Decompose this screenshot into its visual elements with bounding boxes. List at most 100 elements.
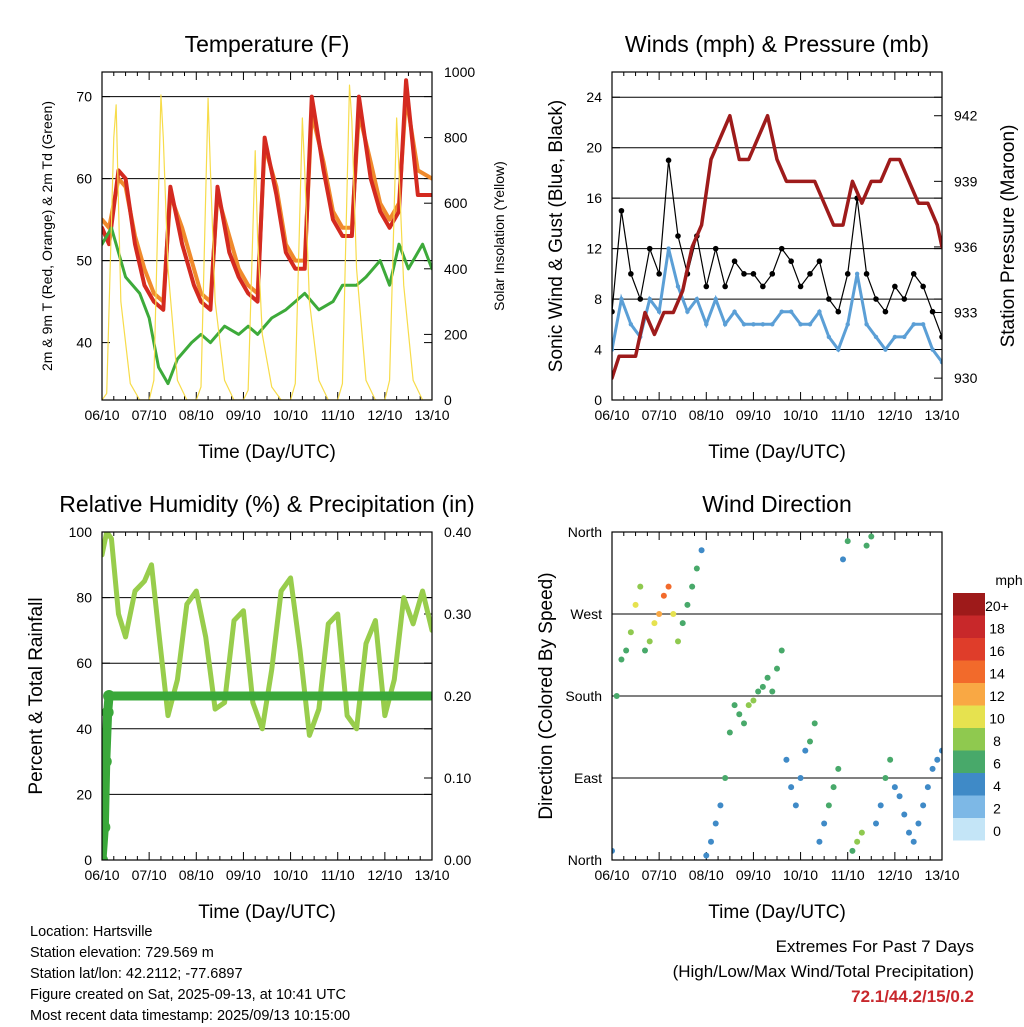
y-tick-label: West <box>570 606 602 622</box>
direction-point <box>684 601 691 608</box>
y-axis-label: 2m & 9m T (Red, Orange) & 2m Td (Green) <box>39 101 55 371</box>
x-tick-label: 12/10 <box>367 407 402 423</box>
plot-area <box>102 532 432 860</box>
direction-point <box>863 542 870 549</box>
direction-point <box>618 656 625 663</box>
extremes-heading: Extremes For Past 7 Days <box>775 937 974 956</box>
station-info: Location: Hartsville Station elevation: … <box>30 922 350 1027</box>
plot-frame <box>101 531 433 861</box>
direction-point <box>755 688 762 695</box>
direction-point <box>816 838 823 845</box>
direction-point <box>929 765 936 772</box>
direction-point <box>642 647 648 654</box>
x-tick-label: 10/10 <box>273 867 308 883</box>
legend-label: 6 <box>993 756 1001 772</box>
direction-point <box>924 784 931 791</box>
direction-point <box>873 820 879 827</box>
y2-tick-label: 0 <box>444 392 452 408</box>
series-line <box>612 113 942 380</box>
precip-point <box>102 854 108 860</box>
y2-tick-label: 200 <box>444 326 468 342</box>
x-tick-label: 09/10 <box>226 867 261 883</box>
direction-point <box>679 620 686 627</box>
direction-point <box>703 852 710 859</box>
x-tick-label: 08/10 <box>689 407 724 423</box>
direction-point <box>877 802 884 809</box>
direction-point <box>623 647 630 654</box>
x-tick-label: 12/10 <box>877 867 912 883</box>
y2-tick-label: 400 <box>444 261 468 277</box>
direction-point <box>722 775 729 781</box>
y2-tick-label: 0.00 <box>444 852 471 868</box>
direction-point <box>736 711 743 718</box>
direction-point <box>726 729 733 736</box>
direction-point <box>712 820 719 827</box>
y-tick-label: 8 <box>594 291 602 307</box>
direction-point <box>792 802 799 809</box>
y-axis-label: Sonic Wind & Gust (Blue, Black) <box>546 100 567 372</box>
y-tick-label: North <box>568 524 602 540</box>
direction-point <box>769 688 776 695</box>
y2-tick-label: 942 <box>954 108 978 124</box>
y-tick-label: East <box>574 770 602 786</box>
direction-point <box>896 793 903 800</box>
x-tick-label: 13/10 <box>924 867 959 883</box>
extremes-summary: Extremes For Past 7 Days (High/Low/Max W… <box>673 934 974 1009</box>
direction-point <box>612 847 615 854</box>
x-tick-label: 09/10 <box>736 407 771 423</box>
y-axis-label: Percent & Total Rainfall <box>26 597 47 794</box>
direction-point <box>689 583 696 590</box>
recent-timestamp: Most recent data timestamp: 2025/09/13 1… <box>30 1008 351 1024</box>
series-line <box>612 248 942 364</box>
direction-point <box>906 829 912 836</box>
direction-point <box>844 538 851 545</box>
legend-swatch <box>953 705 985 728</box>
y-tick-label: 0 <box>594 392 602 408</box>
legend-label: 10 <box>989 711 1005 727</box>
direction-point <box>656 611 663 617</box>
y2-tick-label: 936 <box>954 239 978 255</box>
y2-tick-label: 800 <box>444 130 468 146</box>
plot-area <box>612 533 942 859</box>
y2-tick-label: 1000 <box>444 64 475 80</box>
direction-point <box>920 802 927 809</box>
direction-point <box>665 583 672 590</box>
y-axis-label: Direction (Colored By Speed) <box>536 572 557 819</box>
legend-swatch <box>953 593 985 616</box>
legend-label: 4 <box>993 778 1001 794</box>
direction-point <box>882 775 889 781</box>
series-line <box>612 160 942 338</box>
x-tick-label: 09/10 <box>226 407 261 423</box>
x-tick-label: 10/10 <box>783 867 818 883</box>
y2-tick-label: 0.40 <box>444 524 471 540</box>
direction-point <box>651 620 658 627</box>
series-line <box>102 78 432 312</box>
direction-point <box>887 756 894 763</box>
direction-point <box>717 802 724 809</box>
direction-point <box>741 720 747 727</box>
x-tick-label: 07/10 <box>642 867 677 883</box>
direction-point <box>840 556 846 563</box>
direction-point <box>613 693 620 699</box>
x-axis-label: Time (Day/UTC) <box>198 442 336 463</box>
direction-point <box>825 802 832 809</box>
direction-point <box>698 547 705 554</box>
y2-tick-label: 600 <box>444 195 468 211</box>
legend-label: 2 <box>993 801 1001 817</box>
legend-swatch <box>953 795 985 818</box>
panel-humidity: Relative Humidity (%) & Precipitation (i… <box>26 491 475 923</box>
legend-swatch <box>953 660 985 683</box>
x-tick-label: 07/10 <box>642 407 677 423</box>
x-axis-label: Time (Day/UTC) <box>708 902 846 923</box>
legend-swatch <box>953 615 985 638</box>
station-location: Location: Hartsville <box>30 924 153 940</box>
plot-frame <box>101 71 433 401</box>
y-tick-label: 40 <box>76 335 92 351</box>
y-tick-label: 16 <box>586 190 602 206</box>
x-tick-label: 08/10 <box>179 407 214 423</box>
figure-created: Figure created on Sat, 2025-09-13, at 10… <box>30 987 346 1003</box>
y-tick-label: North <box>568 852 602 868</box>
direction-point <box>830 784 837 791</box>
x-tick-label: 08/10 <box>689 867 724 883</box>
legend-swatch <box>953 750 985 773</box>
